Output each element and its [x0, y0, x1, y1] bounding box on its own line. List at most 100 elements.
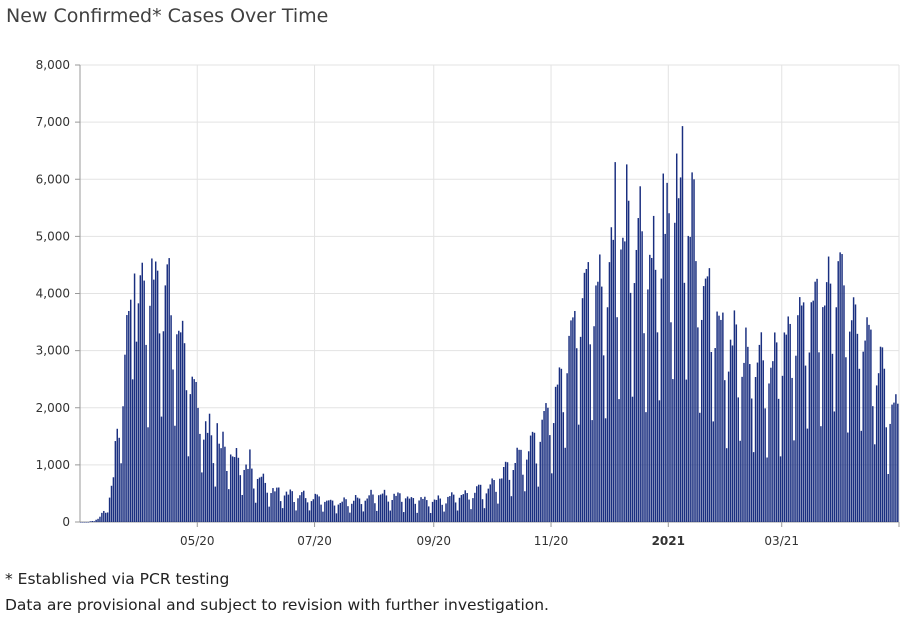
daily-cases-bar[interactable] — [574, 310, 576, 522]
daily-cases-bar[interactable] — [808, 352, 811, 522]
daily-cases-bar[interactable] — [328, 500, 330, 522]
daily-cases-bar[interactable] — [426, 500, 428, 522]
daily-cases-bar[interactable] — [164, 285, 167, 522]
daily-cases-bar[interactable] — [379, 494, 382, 522]
daily-cases-bar[interactable] — [725, 448, 728, 522]
daily-cases-bar[interactable] — [118, 437, 120, 522]
daily-cases-bar[interactable] — [133, 273, 136, 522]
daily-cases-bar[interactable] — [441, 504, 443, 522]
daily-cases-bar[interactable] — [849, 331, 851, 522]
daily-cases-bar[interactable] — [602, 355, 605, 522]
daily-cases-bar[interactable] — [885, 427, 888, 522]
daily-cases-bar[interactable] — [556, 384, 559, 522]
daily-cases-bar[interactable] — [843, 285, 845, 522]
daily-cases-bar[interactable] — [285, 491, 288, 522]
daily-cases-bar[interactable] — [412, 498, 415, 522]
daily-cases-bar[interactable] — [443, 511, 445, 522]
daily-cases-bar[interactable] — [116, 428, 118, 522]
daily-cases-bar[interactable] — [697, 327, 699, 522]
daily-cases-bar[interactable] — [141, 262, 143, 522]
daily-cases-bar[interactable] — [856, 333, 859, 522]
daily-cases-bar[interactable] — [874, 444, 876, 522]
daily-cases-bar[interactable] — [854, 304, 857, 522]
daily-cases-bar[interactable] — [483, 508, 486, 522]
daily-cases-bar[interactable] — [333, 505, 336, 522]
daily-cases-bar[interactable] — [722, 312, 724, 522]
daily-cases-bar[interactable] — [841, 254, 843, 522]
daily-cases-bar[interactable] — [128, 310, 130, 522]
daily-cases-bar[interactable] — [614, 162, 616, 523]
daily-cases-bar[interactable] — [883, 368, 886, 522]
daily-cases-bar[interactable] — [383, 489, 386, 522]
daily-cases-bar[interactable] — [572, 317, 574, 522]
daily-cases-bar[interactable] — [774, 332, 776, 522]
daily-cases-bar[interactable] — [308, 510, 311, 522]
daily-cases-bar[interactable] — [581, 298, 584, 522]
daily-cases-bar[interactable] — [627, 200, 630, 523]
daily-cases-bar[interactable] — [660, 278, 663, 522]
daily-cases-bar[interactable] — [604, 418, 607, 522]
daily-cases-bar[interactable] — [204, 421, 207, 522]
daily-cases-bar[interactable] — [897, 403, 899, 522]
daily-cases-bar[interactable] — [700, 319, 703, 522]
daily-cases-bar[interactable] — [158, 333, 161, 522]
daily-cases-bar[interactable] — [476, 486, 478, 522]
daily-cases-bar[interactable] — [560, 368, 563, 522]
daily-cases-bar[interactable] — [422, 498, 424, 522]
daily-cases-bar[interactable] — [435, 499, 438, 522]
daily-cases-bar[interactable] — [291, 491, 293, 522]
daily-cases-bar[interactable] — [468, 499, 470, 522]
daily-cases-bar[interactable] — [431, 501, 434, 522]
daily-cases-bar[interactable] — [758, 344, 761, 522]
daily-cases-bar[interactable] — [768, 383, 770, 522]
daily-cases-bar[interactable] — [370, 489, 372, 522]
daily-cases-bar[interactable] — [226, 470, 228, 522]
daily-cases-bar[interactable] — [616, 317, 618, 522]
daily-cases-bar[interactable] — [847, 432, 849, 522]
daily-cases-bar[interactable] — [708, 268, 711, 522]
daily-cases-bar[interactable] — [456, 510, 459, 522]
daily-cases-bar[interactable] — [564, 447, 566, 522]
daily-cases-bar[interactable] — [229, 454, 232, 522]
daily-cases-bar[interactable] — [779, 456, 782, 522]
daily-cases-bar[interactable] — [356, 497, 359, 522]
daily-cases-bar[interactable] — [674, 222, 676, 522]
daily-cases-bar[interactable] — [562, 412, 565, 522]
daily-cases-bar[interactable] — [489, 484, 491, 522]
daily-cases-bar[interactable] — [620, 249, 622, 522]
daily-cases-bar[interactable] — [860, 430, 863, 522]
daily-cases-bar[interactable] — [493, 480, 495, 522]
daily-cases-bar[interactable] — [185, 390, 188, 522]
daily-cases-bar[interactable] — [516, 447, 518, 522]
daily-cases-bar[interactable] — [595, 285, 597, 522]
daily-cases-bar[interactable] — [587, 262, 590, 522]
daily-cases-bar[interactable] — [408, 498, 411, 522]
daily-cases-bar[interactable] — [110, 485, 113, 522]
daily-cases-bar[interactable] — [822, 307, 824, 522]
daily-cases-bar[interactable] — [576, 348, 578, 522]
daily-cases-bar[interactable] — [689, 236, 691, 522]
daily-cases-bar[interactable] — [103, 510, 105, 522]
daily-cases-bar[interactable] — [137, 303, 140, 522]
daily-cases-bar[interactable] — [635, 249, 638, 522]
daily-cases-bar[interactable] — [449, 496, 451, 522]
daily-cases-bar[interactable] — [168, 258, 170, 522]
daily-cases-bar[interactable] — [343, 497, 345, 522]
daily-cases-bar[interactable] — [739, 440, 741, 522]
daily-cases-bar[interactable] — [266, 492, 268, 522]
daily-cases-bar[interactable] — [510, 496, 513, 522]
daily-cases-bar[interactable] — [785, 334, 788, 522]
daily-cases-bar[interactable] — [452, 494, 455, 522]
daily-cases-bar[interactable] — [512, 470, 515, 522]
daily-cases-bar[interactable] — [283, 495, 286, 522]
daily-cases-bar[interactable] — [324, 501, 326, 522]
daily-cases-bar[interactable] — [245, 464, 247, 522]
daily-cases-bar[interactable] — [472, 498, 474, 522]
daily-cases-bar[interactable] — [368, 495, 370, 522]
daily-cases-bar[interactable] — [787, 316, 789, 522]
daily-cases-bar[interactable] — [439, 498, 441, 522]
daily-cases-bar[interactable] — [762, 360, 764, 522]
daily-cases-bar[interactable] — [825, 282, 828, 522]
daily-cases-bar[interactable] — [549, 435, 551, 522]
daily-cases-bar[interactable] — [214, 486, 217, 522]
